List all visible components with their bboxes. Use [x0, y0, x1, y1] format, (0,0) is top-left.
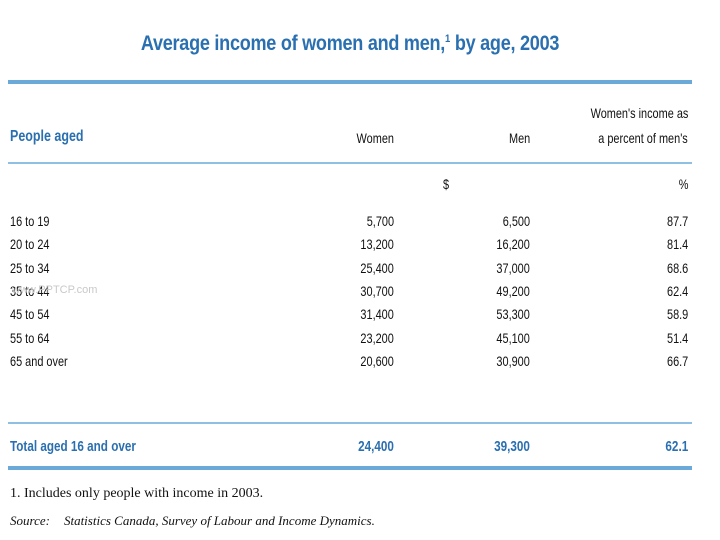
- table-title: Average income of women and men,1 by age…: [140, 32, 560, 55]
- header-women: Women: [356, 130, 394, 146]
- row-women: 30,700: [360, 283, 394, 299]
- total-women: 24,400: [358, 438, 394, 455]
- row-percent: 81.4: [666, 236, 688, 252]
- header-men: Men: [508, 130, 530, 146]
- row-women: 5,700: [366, 213, 394, 229]
- row-percent: 68.6: [666, 260, 688, 276]
- top-rule: [8, 80, 692, 84]
- source-label: Source:: [10, 513, 50, 528]
- total-label: Total aged 16 and over: [10, 438, 136, 455]
- footnote-marker: 1: [445, 33, 451, 45]
- row-percent: 87.7: [666, 213, 688, 229]
- row-age: 35 to 44: [10, 283, 50, 299]
- row-men: 49,200: [496, 283, 530, 299]
- total-top-rule: [8, 422, 692, 424]
- row-age: 16 to 19: [10, 213, 50, 229]
- row-percent: 51.4: [666, 330, 688, 346]
- row-men: 16,200: [496, 236, 530, 252]
- row-men: 30,900: [496, 353, 530, 369]
- unit-dollar: $: [443, 176, 450, 192]
- total-men: 39,300: [494, 438, 530, 455]
- row-age: 25 to 34: [10, 260, 50, 276]
- row-age: 45 to 54: [10, 306, 50, 322]
- row-women: 13,200: [360, 236, 394, 252]
- row-age: 55 to 64: [10, 330, 50, 346]
- bottom-rule: [8, 466, 692, 470]
- row-men: 37,000: [496, 260, 530, 276]
- header-percent-line1: Women's income as: [590, 105, 688, 121]
- header-people-aged: People aged: [10, 128, 84, 145]
- row-age: 65 and over: [10, 353, 68, 369]
- total-percent: 62.1: [665, 438, 688, 455]
- row-men: 53,300: [496, 306, 530, 322]
- row-percent: 66.7: [666, 353, 688, 369]
- row-men: 45,100: [496, 330, 530, 346]
- row-women: 23,200: [360, 330, 394, 346]
- row-percent: 62.4: [666, 283, 688, 299]
- source-text: Statistics Canada, Survey of Labour and …: [63, 513, 375, 528]
- row-percent: 58.9: [666, 306, 688, 322]
- footnote: 1. Includes only people with income in 2…: [10, 486, 264, 501]
- row-men: 6,500: [502, 213, 530, 229]
- watermark: www.PPTCP.com: [12, 284, 98, 296]
- row-women: 20,600: [360, 353, 394, 369]
- header-rule: [8, 162, 692, 164]
- row-women: 25,400: [360, 260, 394, 276]
- source-note: Source: Statistics Canada, Survey of Labo…: [10, 513, 375, 529]
- row-women: 31,400: [360, 306, 394, 322]
- unit-percent: %: [678, 176, 688, 192]
- row-age: 20 to 24: [10, 236, 50, 252]
- header-percent-line2: a percent of men's: [598, 130, 688, 146]
